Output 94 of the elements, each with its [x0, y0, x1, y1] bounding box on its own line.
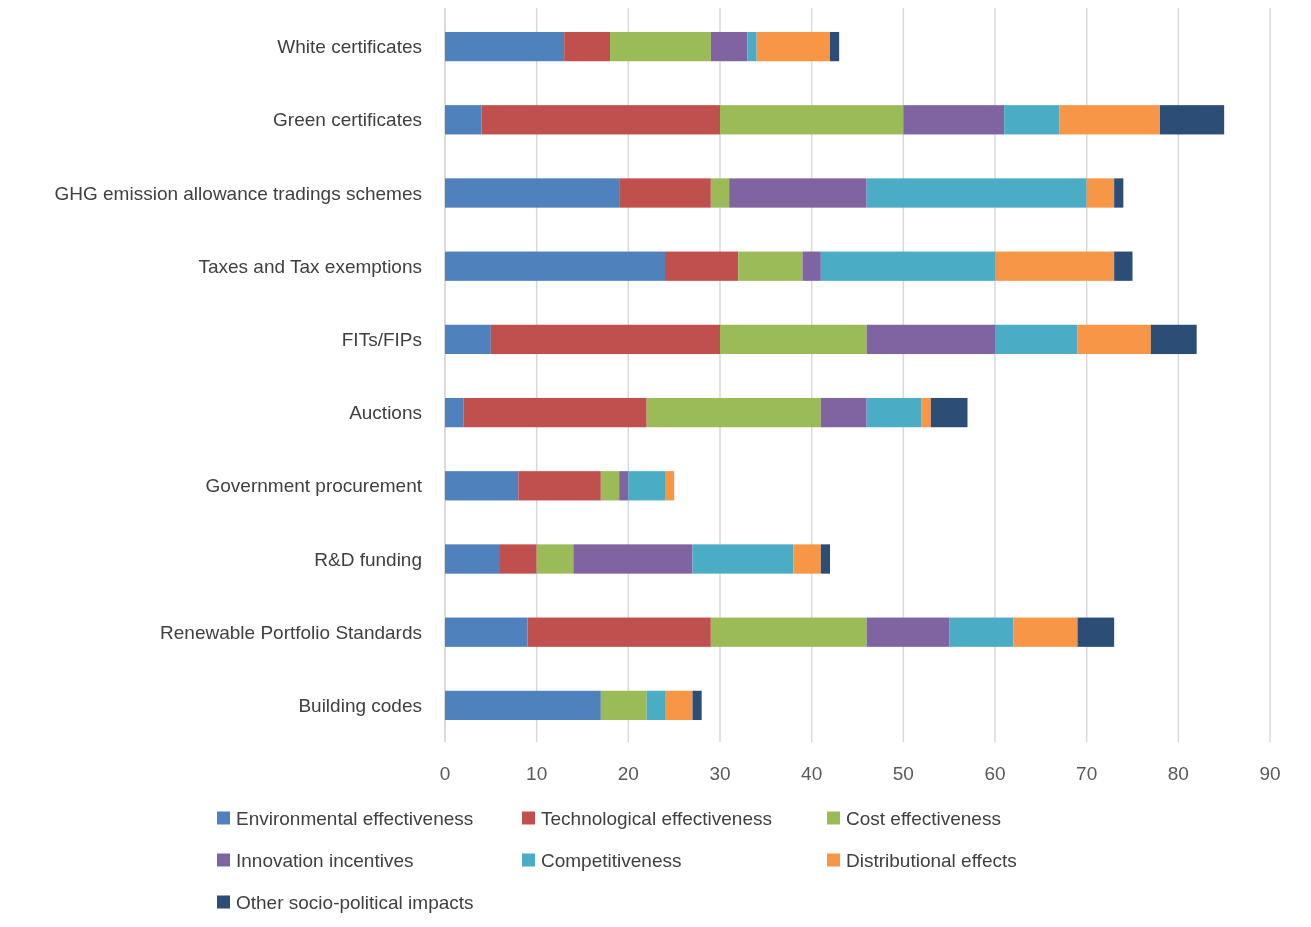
bar — [738, 251, 803, 281]
bar — [710, 617, 867, 647]
bar — [866, 178, 1087, 208]
bar — [445, 31, 565, 62]
legend-label: Distributional effects — [846, 849, 1017, 871]
bar — [646, 690, 665, 721]
bar — [564, 31, 610, 62]
bar — [445, 471, 519, 501]
bar — [820, 397, 867, 428]
bar — [619, 471, 629, 501]
bar — [1114, 178, 1124, 208]
bar — [866, 324, 995, 355]
bar — [665, 251, 739, 281]
bar — [445, 178, 620, 208]
x-tick-label: 70 — [1076, 762, 1098, 784]
bar — [445, 544, 500, 574]
x-tick-label: 60 — [984, 762, 1006, 784]
bar — [793, 544, 821, 574]
y-tick-label: Taxes and Tax exemptions — [198, 255, 422, 277]
bar — [1013, 617, 1078, 647]
y-tick-label: Government procurement — [205, 475, 423, 497]
bar — [921, 397, 931, 428]
bar — [1077, 617, 1115, 647]
bar — [720, 324, 867, 355]
bar — [756, 31, 830, 62]
bar — [518, 471, 601, 501]
bar — [600, 471, 620, 501]
bar — [490, 324, 720, 355]
bar — [1004, 105, 1060, 135]
x-tick-label: 30 — [709, 762, 731, 784]
x-tick-label: 40 — [801, 762, 823, 784]
bar — [830, 31, 840, 62]
x-tick-label: 10 — [526, 762, 548, 784]
bar — [802, 251, 821, 281]
y-tick-label: Renewable Portfolio Standards — [160, 621, 422, 643]
bar — [1059, 105, 1160, 135]
bar — [1160, 105, 1225, 135]
bar — [600, 690, 647, 721]
y-tick-label: GHG emission allowance tradings schemes — [54, 182, 422, 204]
bar — [866, 617, 950, 647]
legend-label: Environmental effectiveness — [236, 807, 474, 829]
legend-label: Technological effectiveness — [541, 807, 772, 829]
x-tick-label: 20 — [617, 762, 639, 784]
bar — [903, 105, 1005, 135]
bar — [930, 397, 968, 428]
y-tick-label: R&D funding — [314, 548, 422, 570]
bar — [445, 690, 601, 721]
bar — [820, 251, 995, 281]
bar — [729, 178, 867, 208]
x-tick-label: 0 — [439, 762, 451, 784]
bar — [710, 31, 748, 62]
bar — [619, 178, 711, 208]
bar — [1150, 324, 1197, 355]
bar — [949, 617, 1014, 647]
bar — [445, 617, 528, 647]
x-tick-label: 80 — [1167, 762, 1189, 784]
y-tick-label: Building codes — [298, 695, 422, 717]
y-tick-label: FITs/FIPs — [341, 329, 422, 351]
bar — [665, 471, 675, 501]
bar — [500, 544, 537, 574]
bar — [610, 31, 711, 62]
bar — [692, 544, 794, 574]
legend-label: Competitiveness — [541, 849, 682, 871]
bar — [820, 544, 830, 574]
bar — [445, 105, 482, 135]
bar — [665, 690, 693, 721]
legend-label: Other socio-political impacts — [236, 891, 474, 913]
bar — [536, 544, 574, 574]
y-tick-label: Auctions — [349, 402, 422, 424]
bar — [1086, 178, 1115, 208]
bar — [866, 397, 922, 428]
bar — [628, 471, 665, 501]
bar — [1077, 324, 1151, 355]
bar — [445, 324, 491, 355]
legend-label: Cost effectiveness — [846, 807, 1001, 829]
bar — [1114, 251, 1133, 281]
bar — [720, 105, 904, 135]
y-tick-label: White certificates — [277, 36, 422, 58]
bar — [463, 397, 647, 428]
bar — [995, 251, 1115, 281]
legend-label: Innovation incentives — [236, 849, 414, 871]
y-tick-label: Green certificates — [273, 109, 422, 131]
bar — [481, 105, 720, 135]
bar — [527, 617, 711, 647]
bar — [646, 397, 821, 428]
bar — [692, 690, 702, 721]
bar — [445, 397, 464, 428]
bar — [573, 544, 693, 574]
bar — [445, 251, 665, 281]
x-tick-label: 50 — [892, 762, 914, 784]
bar — [710, 178, 730, 208]
bar — [747, 31, 757, 62]
x-tick-label: 90 — [1259, 762, 1281, 784]
bar — [995, 324, 1078, 355]
